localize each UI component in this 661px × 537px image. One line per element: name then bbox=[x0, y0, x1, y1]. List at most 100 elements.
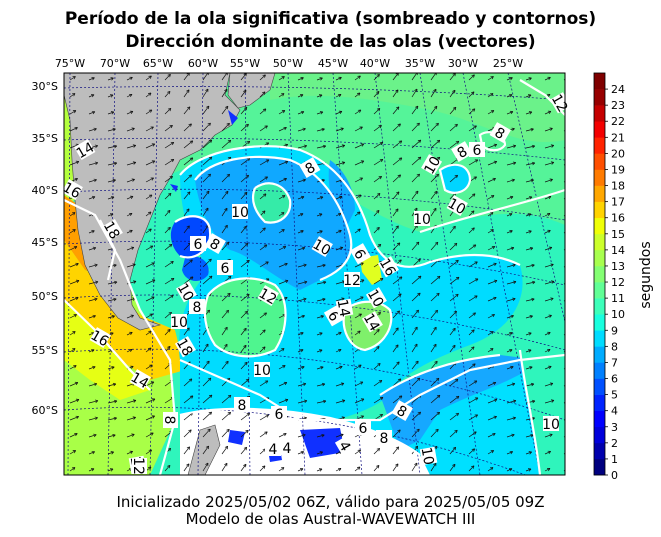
wave-vector bbox=[145, 296, 155, 302]
wave-vector-head bbox=[528, 77, 532, 81]
wave-vector bbox=[506, 383, 515, 387]
wave-vector-head bbox=[72, 76, 76, 80]
wave-vector bbox=[69, 331, 76, 336]
contour-label-bg bbox=[61, 179, 83, 201]
wave-vector-head bbox=[490, 195, 495, 199]
wave-vector bbox=[164, 261, 174, 268]
wave-vector bbox=[69, 76, 76, 81]
wave-vector bbox=[392, 361, 400, 370]
wave-vector bbox=[88, 179, 97, 183]
wave-vector bbox=[297, 400, 308, 404]
contour-label-bg bbox=[101, 219, 123, 241]
wave-vector-head bbox=[416, 122, 420, 127]
wave-vector-head bbox=[91, 77, 95, 81]
wave-vector-head bbox=[130, 246, 135, 250]
wave-vector-head bbox=[246, 140, 251, 145]
wave-vector bbox=[164, 91, 171, 98]
wave-vector bbox=[88, 111, 96, 115]
contour-label: 10 bbox=[231, 204, 249, 221]
wave-vector bbox=[107, 128, 116, 132]
wave-vector-head bbox=[566, 467, 569, 470]
wave-vector-head bbox=[338, 229, 342, 234]
contour-label-text: 10 bbox=[421, 154, 444, 177]
wave-vector bbox=[221, 105, 229, 115]
wave-vector-head bbox=[245, 174, 249, 179]
wave-vector bbox=[278, 263, 288, 268]
wave-vector-head bbox=[473, 125, 477, 129]
wave-vector bbox=[183, 208, 190, 217]
wave-vector bbox=[468, 448, 475, 455]
wave-vector-head bbox=[168, 192, 172, 197]
wave-vector-head bbox=[284, 296, 288, 301]
wave-vector-head bbox=[92, 365, 96, 370]
wave-vector-head bbox=[338, 348, 342, 353]
wave-vector bbox=[107, 111, 115, 115]
wave-vector-head bbox=[303, 144, 308, 148]
wave-vector-head bbox=[360, 143, 365, 147]
wave-vector-head bbox=[243, 446, 248, 451]
wave-vector bbox=[316, 383, 325, 387]
wave-vector bbox=[240, 259, 250, 268]
contour-label: 6 bbox=[271, 406, 287, 423]
wave-vector-head bbox=[130, 365, 134, 369]
contour-label-text: 10 bbox=[253, 363, 271, 379]
wave-vector-head bbox=[281, 229, 285, 233]
wave-vector bbox=[126, 264, 136, 268]
contour-label: 14 bbox=[74, 139, 97, 162]
wave-vector bbox=[221, 446, 228, 455]
wave-vector bbox=[259, 74, 266, 81]
wave-vector bbox=[107, 417, 117, 421]
wave-vector-head bbox=[376, 73, 380, 78]
wave-vector bbox=[544, 332, 551, 336]
wave-vector bbox=[145, 313, 153, 319]
wave-vector-head bbox=[132, 416, 136, 420]
map-subtitle: Dirección dominante de las olas (vectore… bbox=[125, 32, 536, 52]
wave-vector-head bbox=[566, 93, 569, 96]
wave-vector-head bbox=[148, 330, 152, 334]
wave-vector-head bbox=[206, 105, 210, 110]
colorbar-tick-label: 9 bbox=[611, 324, 618, 337]
wave-vector-head bbox=[224, 224, 228, 229]
wave-vector bbox=[411, 445, 418, 455]
wave-vector bbox=[316, 145, 326, 149]
wave-vector-head bbox=[378, 124, 382, 129]
wave-vector bbox=[145, 415, 155, 421]
wave-vector bbox=[88, 383, 97, 387]
wave-vector-head bbox=[434, 241, 439, 246]
wave-vector-head bbox=[415, 190, 419, 195]
wave-vector bbox=[392, 327, 399, 336]
wave-vector-head bbox=[262, 227, 266, 231]
contour-label: 8 bbox=[451, 141, 473, 163]
wave-vector bbox=[468, 108, 476, 115]
contour-label-text: 8 bbox=[238, 398, 247, 414]
wave-vector-head bbox=[376, 346, 380, 350]
wave-vector-head bbox=[91, 110, 96, 115]
wave-vector-head bbox=[417, 258, 421, 263]
wave-vector bbox=[468, 397, 479, 404]
wave-vector-head bbox=[149, 313, 153, 317]
wave-vector-head bbox=[511, 178, 515, 183]
wave-vector-head bbox=[471, 108, 476, 112]
wave-vector bbox=[297, 196, 305, 200]
wave-vector-head bbox=[417, 292, 421, 297]
wave-vector bbox=[297, 366, 305, 370]
wave-vector bbox=[107, 434, 116, 438]
wave-vector-head bbox=[301, 246, 306, 251]
wave-vector-head bbox=[360, 279, 365, 283]
wave-vector-head bbox=[357, 92, 361, 96]
wave-vector bbox=[487, 263, 497, 268]
wave-vector-head bbox=[245, 429, 249, 434]
wave-vector-head bbox=[455, 140, 460, 145]
wave-vector-head bbox=[509, 77, 513, 81]
wave-vector bbox=[487, 467, 494, 472]
wave-vector-head bbox=[147, 466, 152, 470]
wave-vector bbox=[88, 94, 95, 98]
wave-vector bbox=[88, 77, 95, 81]
wave-vector bbox=[544, 281, 555, 285]
wave-vector bbox=[487, 246, 496, 251]
wave-vector bbox=[145, 92, 152, 98]
wave-vector bbox=[411, 190, 419, 200]
wave-vector-head bbox=[226, 173, 230, 178]
wave-vector-head bbox=[300, 349, 304, 353]
wave-vector bbox=[544, 400, 555, 404]
